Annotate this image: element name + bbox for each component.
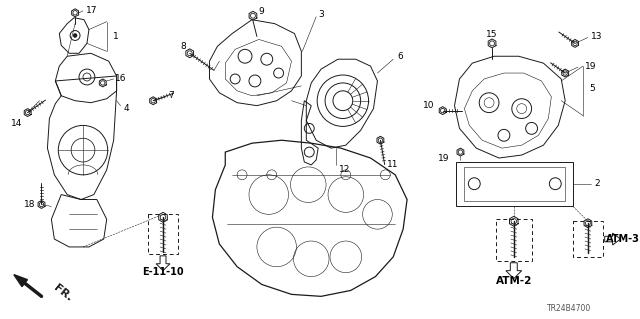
Text: 10: 10 (423, 101, 435, 110)
Bar (573, 221, 603, 257)
Circle shape (73, 33, 77, 37)
Text: E-11-10: E-11-10 (142, 267, 184, 277)
Text: 9: 9 (259, 7, 264, 16)
Text: 8: 8 (180, 42, 186, 51)
Text: 12: 12 (339, 165, 350, 174)
Text: 11: 11 (387, 160, 399, 169)
Polygon shape (14, 275, 28, 287)
Bar (496, 219, 532, 261)
Text: ATM-2: ATM-2 (495, 276, 532, 286)
Text: 5: 5 (589, 84, 595, 93)
Text: ATM-3: ATM-3 (605, 234, 639, 244)
Bar (465, 167, 565, 202)
Text: 18: 18 (24, 200, 35, 209)
Text: 13: 13 (591, 32, 602, 41)
Text: 15: 15 (486, 30, 498, 39)
Text: 19: 19 (585, 62, 596, 70)
Polygon shape (506, 263, 522, 278)
Polygon shape (156, 256, 170, 271)
Text: 16: 16 (115, 74, 126, 84)
Bar (148, 214, 178, 254)
Text: 14: 14 (11, 119, 22, 128)
Polygon shape (605, 233, 621, 245)
Text: 3: 3 (318, 10, 324, 19)
Text: 2: 2 (595, 179, 600, 188)
Text: 17: 17 (86, 6, 97, 15)
Text: 6: 6 (397, 52, 403, 61)
Text: 7: 7 (168, 91, 173, 100)
Text: 1: 1 (113, 32, 118, 41)
Text: FR.: FR. (51, 283, 74, 304)
Text: 4: 4 (124, 104, 129, 113)
Bar (456, 162, 573, 206)
Text: TR24B4700: TR24B4700 (547, 304, 591, 313)
Text: 19: 19 (438, 153, 449, 162)
